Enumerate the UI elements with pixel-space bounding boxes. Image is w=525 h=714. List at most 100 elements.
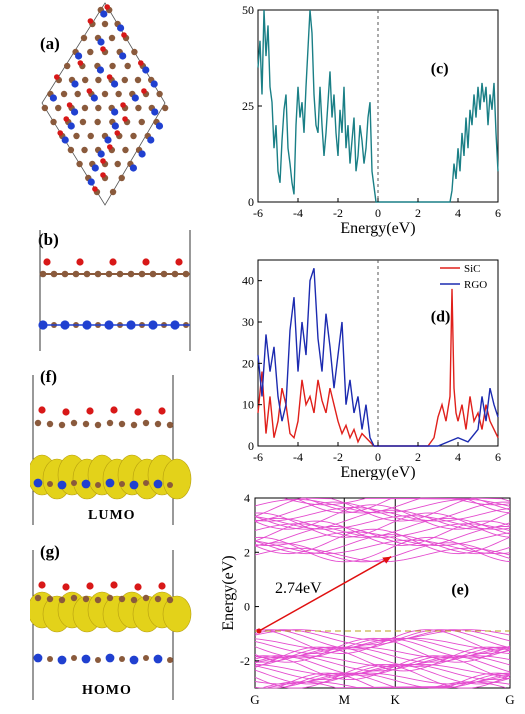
y-tick-label: 20	[242, 356, 254, 370]
sic-atom	[95, 482, 101, 488]
x-tick-label: 4	[455, 206, 461, 220]
valence-band	[254, 646, 511, 668]
oxygen-atom	[141, 88, 147, 94]
orbital-lobe	[162, 458, 192, 500]
si-atom	[111, 108, 119, 116]
sic-atom	[47, 481, 53, 487]
sic-atom	[95, 657, 101, 663]
carbon-atom	[122, 146, 129, 154]
carbon-atom	[121, 76, 128, 84]
si-atom	[142, 66, 150, 74]
oxygen-atom	[62, 408, 70, 416]
y-tick-label: 0	[244, 600, 250, 614]
conduction-band	[254, 497, 511, 522]
oxygen-atom	[138, 60, 144, 66]
orbital-lobe	[162, 595, 192, 633]
carbon-atom	[101, 90, 109, 98]
valence-band	[254, 655, 511, 676]
oxygen-atom	[100, 158, 106, 164]
oxygen-atom	[175, 258, 183, 266]
x-tick-label: -2	[333, 206, 343, 220]
y-tick-label: 2	[244, 545, 250, 559]
oxygen-atom	[110, 581, 118, 589]
legend-entry: SiC	[464, 263, 481, 275]
panel-a: (a)	[30, 0, 210, 210]
oxygen-atom	[104, 4, 110, 10]
si-atom	[111, 80, 119, 88]
carbon-atom	[154, 595, 162, 603]
x-tick-label: 2	[415, 206, 421, 220]
si-atom	[71, 80, 79, 88]
carbon-atom	[55, 104, 62, 112]
oxygen-atom	[114, 130, 121, 136]
x-tick-label: -6	[253, 450, 263, 464]
conduction-band	[254, 523, 511, 538]
si-atom	[75, 52, 83, 60]
lumo-caption: LUMO	[88, 508, 136, 524]
oxygen-atom	[38, 581, 46, 589]
sic-atom	[57, 480, 67, 490]
y-tick-label: -2	[240, 654, 250, 668]
si-atom	[147, 136, 155, 144]
sic-atom	[105, 478, 115, 488]
carbon-atom	[108, 34, 116, 42]
gap-arrowhead	[382, 556, 392, 564]
sic-atom	[153, 654, 163, 664]
si-atom	[151, 108, 159, 116]
oxygen-atom	[86, 407, 94, 415]
y-tick-label: 0	[248, 195, 254, 209]
si-atom	[117, 24, 125, 32]
carbon-atom	[109, 188, 117, 196]
carbon-atom	[82, 420, 90, 428]
carbon-atom	[118, 420, 126, 428]
sic-atom	[57, 655, 67, 665]
y-tick-label: 4	[244, 491, 250, 505]
carbon-atom	[94, 421, 102, 429]
si-atom	[61, 136, 69, 144]
y-tick-label: 40	[242, 274, 254, 288]
sic-atom	[71, 480, 77, 486]
carbon-atom	[166, 421, 174, 429]
si-atom	[70, 108, 79, 116]
oxygen-atom	[134, 408, 142, 416]
carbon-atom	[82, 595, 90, 603]
conduction-band	[284, 497, 511, 506]
carbon-atom	[73, 132, 80, 140]
oxygen-atom	[109, 258, 117, 266]
panel-f: (f) LUMO	[30, 365, 200, 530]
carbon-atom	[138, 118, 145, 126]
y-axis-label: Energy(eV)	[220, 555, 237, 630]
x-tick-label: -6	[253, 206, 263, 220]
carbon-atom	[50, 118, 57, 126]
sic-atom	[81, 479, 91, 489]
si-atom	[97, 38, 105, 46]
carbon-atom	[95, 104, 102, 112]
carbon-atom	[81, 104, 89, 112]
carbon-atom	[106, 594, 114, 602]
carbon-atom	[74, 90, 81, 98]
chart-e-bands: 2.74eV (e) -2 0 2 4 G M K G Energy(eV)	[220, 491, 515, 707]
panel-a-label: (a)	[40, 34, 60, 53]
oxygen-atom	[121, 32, 127, 38]
conduction-band	[254, 542, 511, 563]
carbon-atom	[130, 596, 138, 604]
homo-orbital-view	[30, 550, 192, 700]
oxygen-atom	[107, 144, 113, 150]
structure-top-view	[41, 2, 169, 206]
valence-band	[284, 672, 511, 688]
oxygen-atom	[76, 258, 84, 266]
carbon-atom	[58, 421, 66, 429]
valence-band	[254, 637, 511, 650]
x-axis-label: Energy(eV)	[340, 464, 415, 480]
oxygen-atom	[38, 406, 46, 414]
si-atom	[87, 178, 95, 186]
sic-atom	[81, 654, 91, 664]
valence-band	[254, 663, 511, 689]
conduction-band	[254, 536, 511, 563]
oxygen-atom	[142, 258, 150, 266]
oxygen-atom	[63, 116, 70, 122]
oxygen-atom	[100, 46, 106, 52]
si-atom	[91, 164, 99, 172]
si-atom	[104, 136, 112, 144]
valence-band	[254, 629, 511, 650]
